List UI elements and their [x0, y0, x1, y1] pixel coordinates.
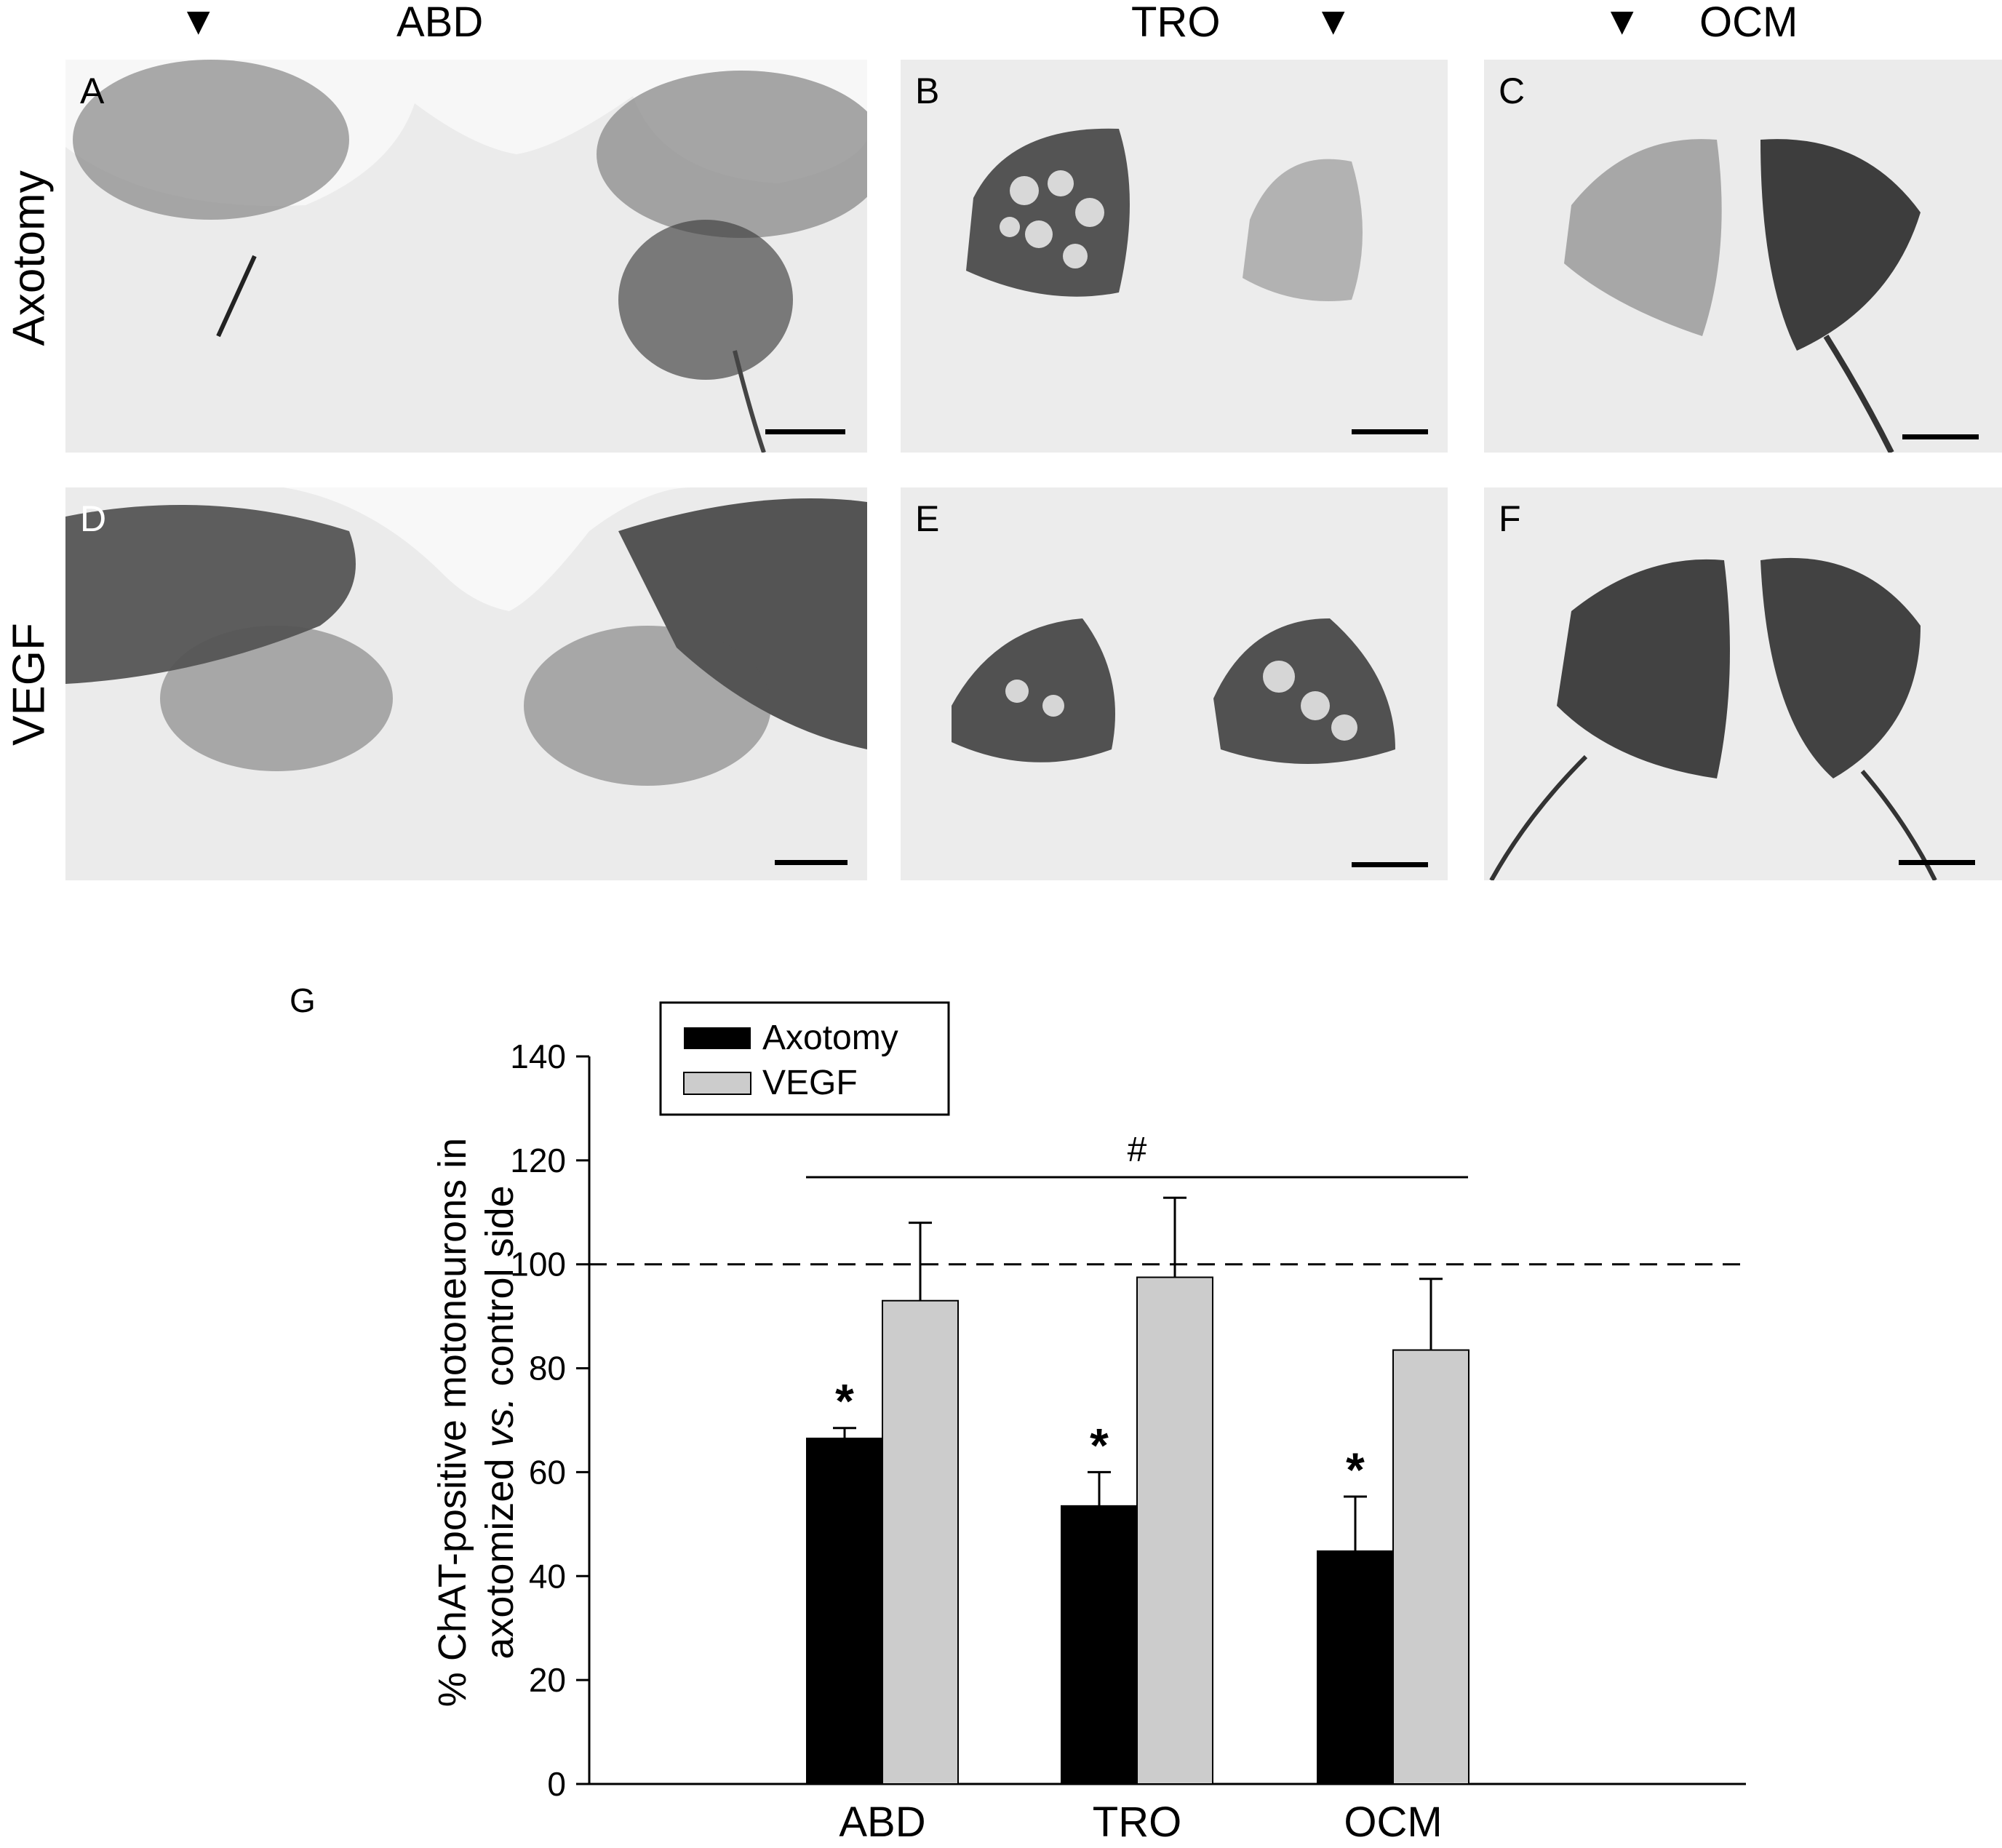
scale-bar — [1902, 434, 1979, 439]
panel-letter-e: E — [915, 498, 940, 539]
y-axis-label-vs: vs. — [478, 1397, 522, 1447]
group-significance-mark: # — [1128, 1131, 1147, 1169]
y-tick-label: 0 — [547, 1765, 566, 1803]
bar-vegf-tro — [1136, 1276, 1213, 1785]
bar-chart: 0 20 40 60 80 100 120 140 * ABD * TRO * OCM % ChAT-po… — [431, 1001, 1746, 1846]
significance-star: * — [1090, 1418, 1109, 1472]
legend: Axotomy VEGF — [659, 1001, 950, 1116]
micrograph-panel-d: D — [65, 487, 867, 880]
y-tick-label: 100 — [510, 1246, 566, 1283]
legend-swatch-vegf — [683, 1072, 751, 1095]
scale-bar — [1899, 860, 1975, 865]
y-tick-label: 80 — [529, 1350, 566, 1387]
panel-letter-g: G — [290, 981, 316, 1019]
y-tick-label: 40 — [529, 1557, 566, 1595]
bar-axotomy-ocm — [1317, 1550, 1394, 1785]
micrograph-e-image — [901, 487, 1448, 880]
arrowhead-icon: ▼ — [179, 0, 218, 43]
micrograph-f-image — [1484, 487, 2002, 880]
scale-bar — [1352, 862, 1428, 867]
y-tick-label: 140 — [510, 1037, 566, 1075]
micrograph-c-image — [1484, 60, 2002, 453]
y-tick-label: 60 — [529, 1453, 566, 1491]
micrograph-panel-c: C — [1484, 60, 2002, 453]
y-axis-label-line2: axotomized vs. control side — [478, 1185, 522, 1659]
micrograph-a-image — [65, 60, 867, 453]
bar-axotomy-tro — [1061, 1505, 1138, 1785]
y-tick-label: 120 — [510, 1142, 566, 1179]
micrograph-b-image — [901, 60, 1448, 453]
x-tick-label-abd: ABD — [839, 1799, 925, 1846]
x-tick-label-ocm: OCM — [1344, 1799, 1442, 1846]
y-axis-label-line1: % ChAT-positive motoneurons in — [431, 1138, 474, 1707]
scale-bar — [775, 860, 848, 865]
arrowhead-icon: ▼ — [1603, 0, 1642, 43]
y-axis-label-line2-part3: control side — [478, 1185, 522, 1397]
y-tick-label: 20 — [529, 1661, 566, 1699]
significance-star: * — [1346, 1443, 1365, 1497]
bar-axotomy-abd — [806, 1438, 883, 1785]
panel-letter-b: B — [915, 71, 940, 111]
panel-letter-a: A — [80, 71, 105, 111]
arrowhead-icon: ▼ — [1314, 0, 1353, 43]
micrograph-panel-a: A — [65, 60, 867, 453]
y-axis-label-line2-part1: axotomized — [478, 1448, 522, 1660]
bar-vegf-abd — [882, 1299, 959, 1785]
row-title-vegf: VEGF — [4, 623, 55, 746]
scale-bar — [765, 429, 845, 434]
legend-label-vegf: VEGF — [762, 1064, 858, 1102]
x-tick-label-tro: TRO — [1093, 1799, 1181, 1846]
panel-letter-d: D — [80, 498, 107, 539]
column-title-ocm: OCM — [1699, 0, 1798, 46]
legend-swatch-axotomy — [684, 1027, 751, 1049]
micrograph-panel-b: B — [901, 60, 1448, 453]
micrograph-panel-e: E — [901, 487, 1448, 880]
panel-letter-f: F — [1499, 498, 1521, 539]
column-title-tro: TRO — [1131, 0, 1221, 46]
row-title-axotomy: Axotomy — [4, 170, 55, 346]
legend-label-axotomy: Axotomy — [762, 1019, 898, 1057]
column-title-abd: ABD — [396, 0, 484, 46]
legend-box — [659, 1001, 950, 1116]
panel-letter-c: C — [1499, 71, 1526, 111]
bar-vegf-ocm — [1392, 1349, 1469, 1785]
micrograph-panel-f: F — [1484, 487, 2002, 880]
significance-star: * — [835, 1374, 854, 1428]
micrograph-d-image — [65, 487, 867, 880]
scale-bar — [1352, 429, 1428, 434]
